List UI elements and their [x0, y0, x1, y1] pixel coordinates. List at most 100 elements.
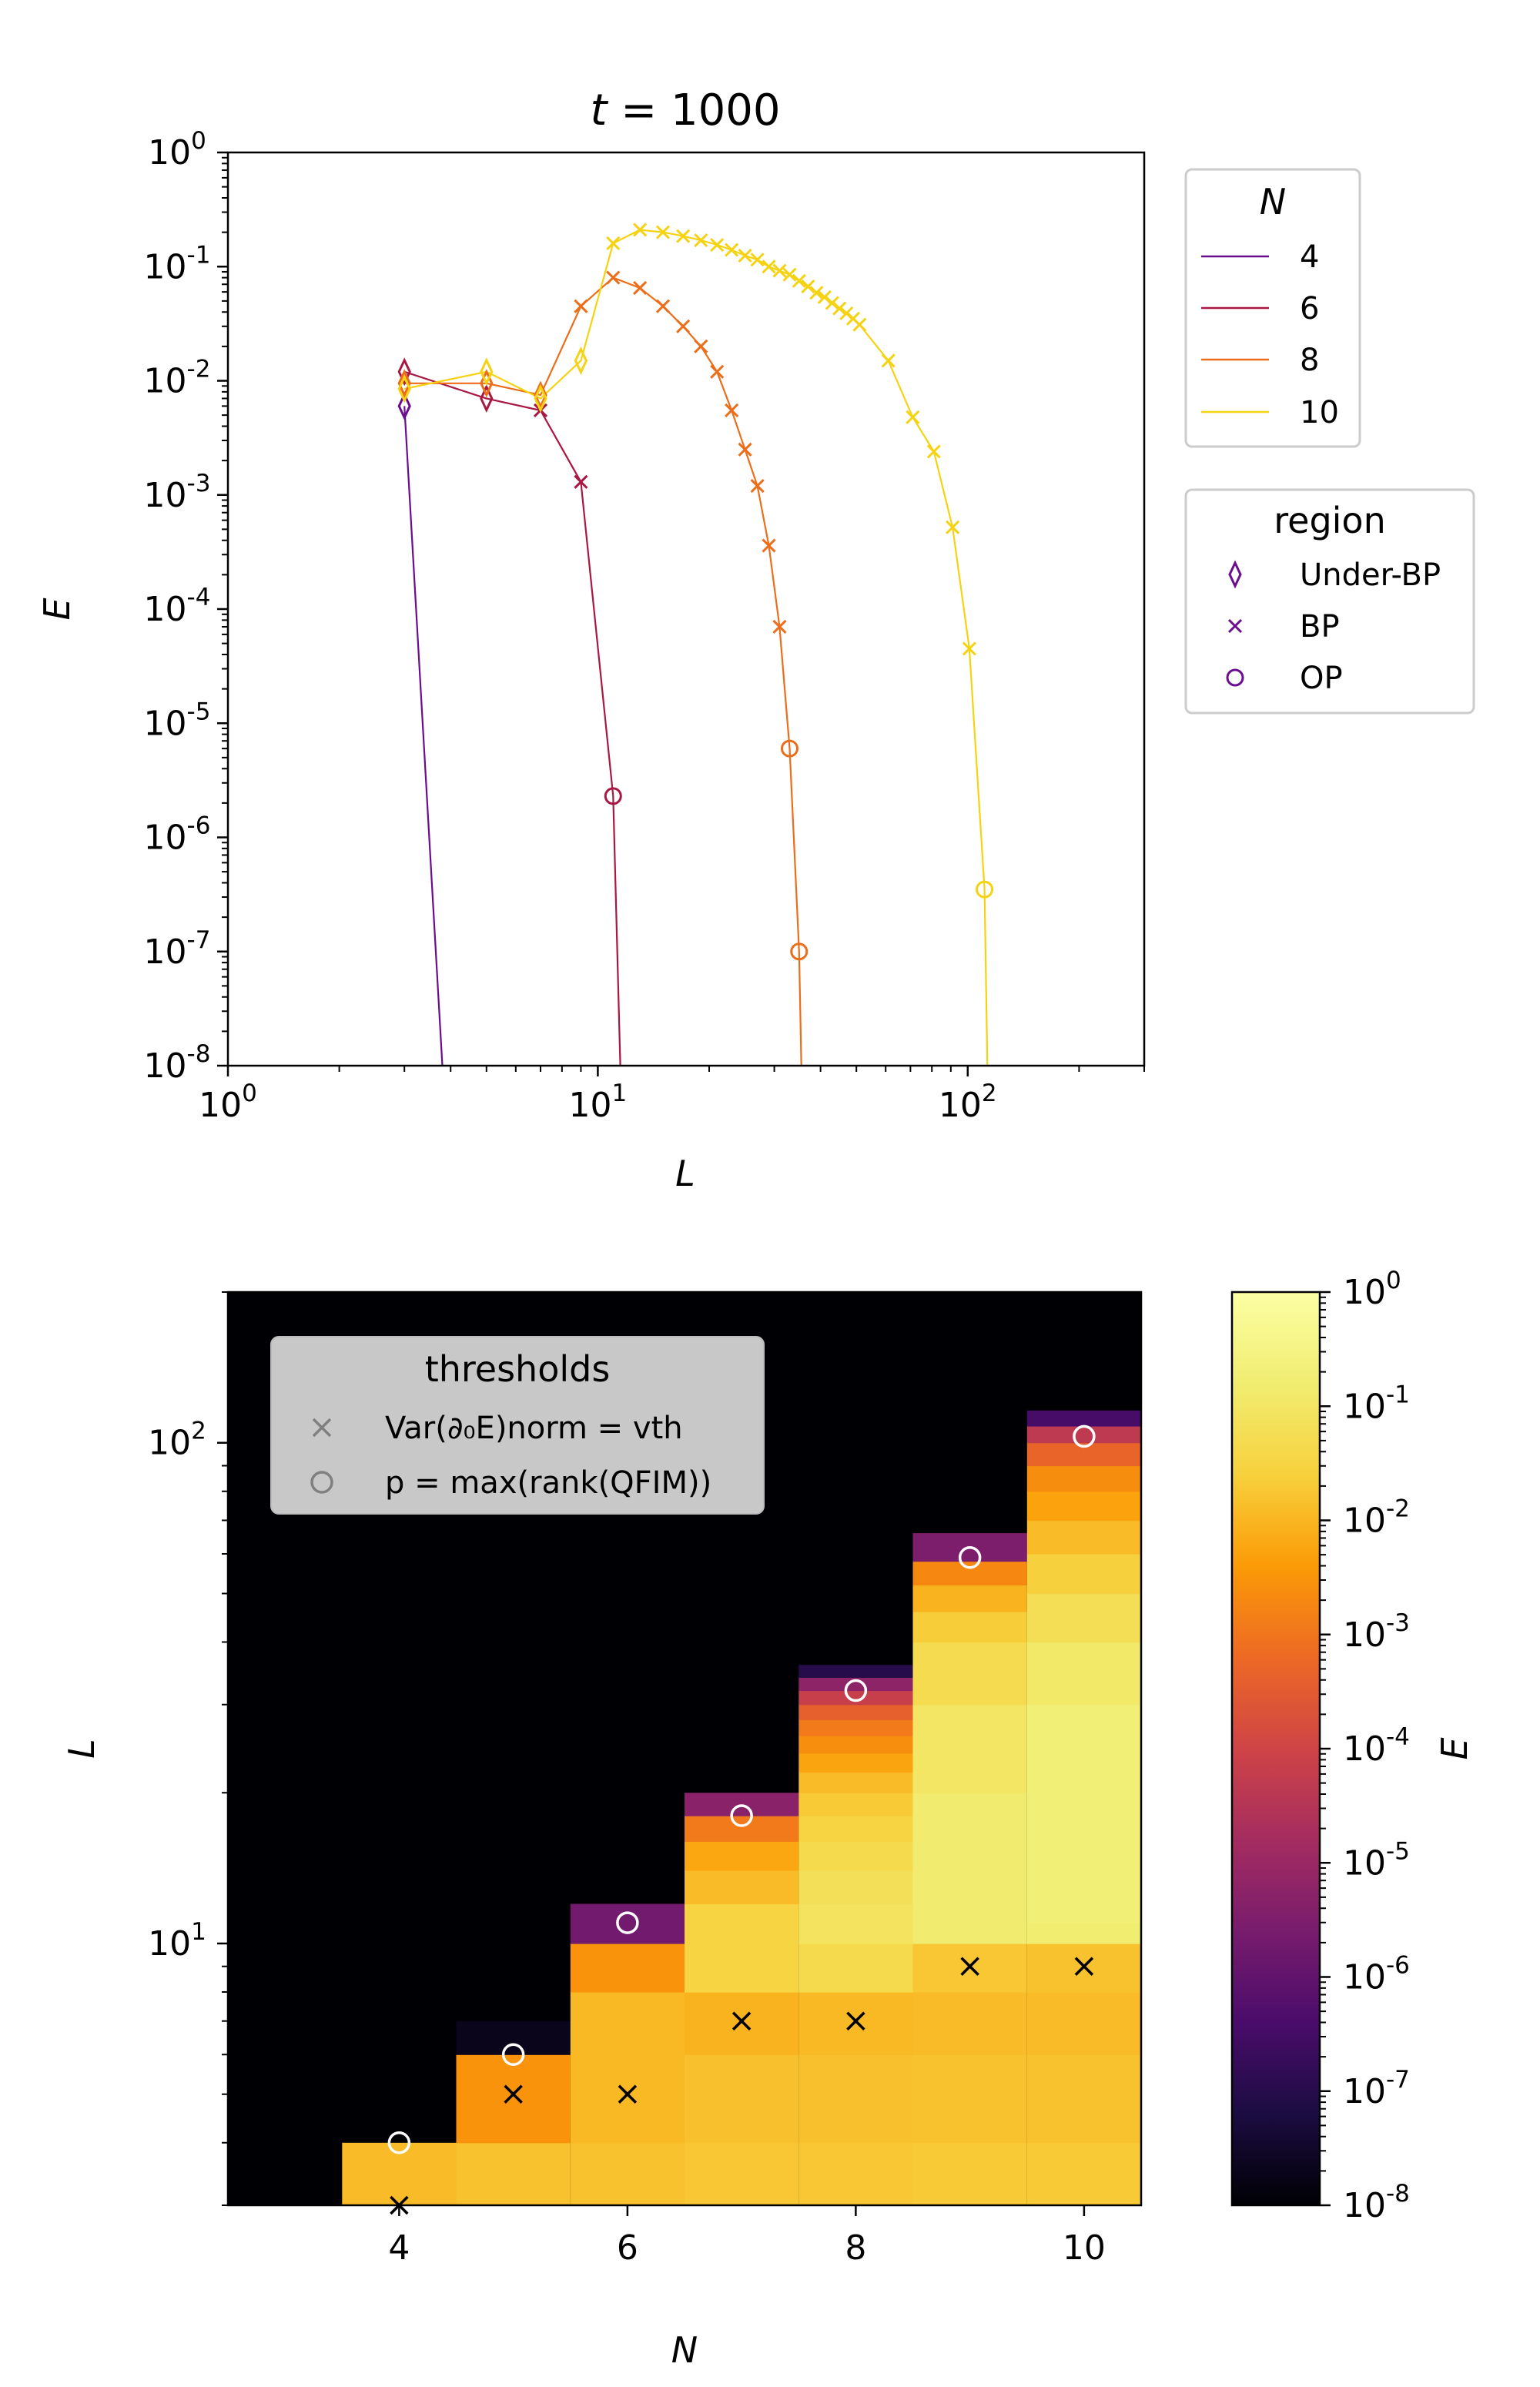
bottom-y-axis-label: L [61, 1739, 102, 1759]
thresholds-legend-o-label: p = max(rank(QFIM)) [385, 1465, 711, 1501]
heatmap-cell [456, 2054, 571, 2144]
x-tick-label: 101 [569, 1080, 628, 1125]
bp-marker [633, 223, 648, 237]
heatmap-cell [798, 2054, 913, 2144]
bp-marker [792, 273, 806, 288]
threshold-o-marker [844, 1679, 868, 1702]
bp-marker [633, 280, 648, 296]
series-line-N10 [403, 229, 989, 1066]
heatmap-cell [798, 1870, 913, 1905]
colorbar-tick-label-exp: -6 [1386, 1952, 1410, 1980]
colorbar-tick-label: 10-7 [1343, 2066, 1410, 2111]
top-series-lines [403, 229, 989, 1066]
heatmap-cell [798, 1665, 913, 1678]
colorbar-tick-label-exp: -7 [1386, 2066, 1410, 2094]
legend-region-label-under-bp: Under-BP [1300, 557, 1441, 593]
legend-N-label-4: 4 [1300, 239, 1319, 275]
y-tick-label: 10-4 [144, 584, 211, 629]
title-value: 1000 [671, 85, 781, 136]
bp-marker [710, 364, 725, 379]
y-tick-label: 10-5 [144, 698, 211, 743]
bp-marker [772, 263, 787, 278]
heatmap-cell [570, 1992, 685, 2055]
x-tick-label: 102 [939, 1080, 997, 1125]
series-line-N6 [403, 370, 621, 1066]
n-tick-label: 4 [388, 2228, 410, 2268]
bp-marker [574, 299, 588, 313]
legend-diamond-marker [1228, 560, 1242, 589]
colorbar-label: E [1434, 1737, 1475, 1759]
legend-region-label-bp: BP [1300, 609, 1340, 644]
legend-N-box [1184, 168, 1361, 448]
colorbar-tick-label-exp: -1 [1386, 1381, 1410, 1408]
heatmap-cell [1026, 1992, 1142, 2055]
heatmap-cell [685, 1992, 799, 2055]
bp-marker [738, 442, 752, 457]
y-tick-label-exp: 0 [191, 127, 206, 155]
heatmap-cell [798, 1943, 913, 1993]
bp-marker [906, 410, 920, 424]
l-tick-label: 102 [148, 1418, 206, 1463]
y-tick-label-base: 10 [148, 133, 191, 172]
heatmap-cell [912, 1642, 1027, 1706]
colorbar-tick-label: 10-3 [1343, 1609, 1410, 1655]
bp-marker [782, 267, 797, 282]
bp-marker [655, 299, 671, 313]
colorbar-tick-label-base: 10 [1343, 1502, 1386, 1541]
heatmap-cell [570, 1903, 685, 1944]
heatmap-cell [1026, 1491, 1142, 1522]
y-tick-label-base: 10 [144, 819, 187, 858]
colorbar-tick-label-base: 10 [1343, 1387, 1386, 1426]
heatmap-cell [798, 1690, 913, 1706]
under-bp-marker [397, 369, 411, 398]
threshold-x-marker [846, 2011, 865, 2030]
colorbar-tick-label-base: 10 [1343, 2186, 1386, 2225]
legend-N-title: N [1260, 181, 1286, 223]
bp-marker [772, 619, 787, 634]
heatmap-cell [685, 1841, 799, 1871]
colorbar-tick-label-exp: -4 [1386, 1723, 1410, 1751]
x-tick-label: 100 [199, 1080, 257, 1125]
heatmap-cell [1026, 1426, 1142, 1444]
bp-marker [762, 259, 776, 274]
y-tick-label-exp: -5 [187, 698, 211, 725]
heatmap-cell [798, 1704, 913, 1720]
y-tick-label-base: 10 [144, 1046, 187, 1086]
thresholds-legend-title: thresholds [425, 1348, 611, 1390]
thresholds-legend-box [270, 1336, 765, 1515]
heatmap-cell [1026, 1704, 1142, 1923]
colorbar-tick-label-exp: -2 [1386, 1495, 1410, 1523]
bp-marker [881, 353, 896, 368]
heatmap-cell [685, 2054, 799, 2144]
colorbar-tick-label-exp: -5 [1386, 1837, 1410, 1865]
op-marker [780, 739, 798, 758]
heatmap-cell [912, 1585, 1027, 1612]
under-bp-marker [534, 383, 547, 413]
y-tick-label-exp: -1 [187, 241, 211, 269]
colorbar-tick-label-base: 10 [1343, 1843, 1386, 1883]
x-tick-label-base: 10 [199, 1086, 242, 1125]
heatmap-cell [912, 1561, 1027, 1585]
colorbar-tick-label: 10-6 [1343, 1952, 1410, 1997]
threshold-x-marker [1074, 1957, 1094, 1976]
op-marker [604, 787, 622, 805]
colorbar-gradient [1230, 1291, 1321, 2207]
heatmap-cell [798, 1841, 913, 1871]
heatmap-cell [685, 1903, 799, 1944]
n-tick-label: 10 [1063, 2228, 1106, 2268]
under-bp-marker [397, 374, 411, 403]
y-tick-label-exp: -6 [187, 812, 211, 840]
x-tick-label-exp: 1 [612, 1080, 628, 1107]
legend-region-box [1184, 488, 1475, 715]
colorbar-tick-label: 10-5 [1343, 1837, 1410, 1883]
heatmap-cells [342, 1410, 1142, 2206]
bp-marker [606, 236, 621, 251]
heatmap-cell [912, 1992, 1027, 2055]
heatmap-cell [798, 1677, 913, 1692]
series-line-N8 [404, 276, 802, 1066]
threshold-o-marker [1073, 1424, 1096, 1448]
heatmap-cell [798, 1719, 913, 1736]
top-series-markers [397, 223, 994, 961]
under-bp-marker [480, 369, 494, 398]
heatmap-cell [1026, 2054, 1142, 2144]
